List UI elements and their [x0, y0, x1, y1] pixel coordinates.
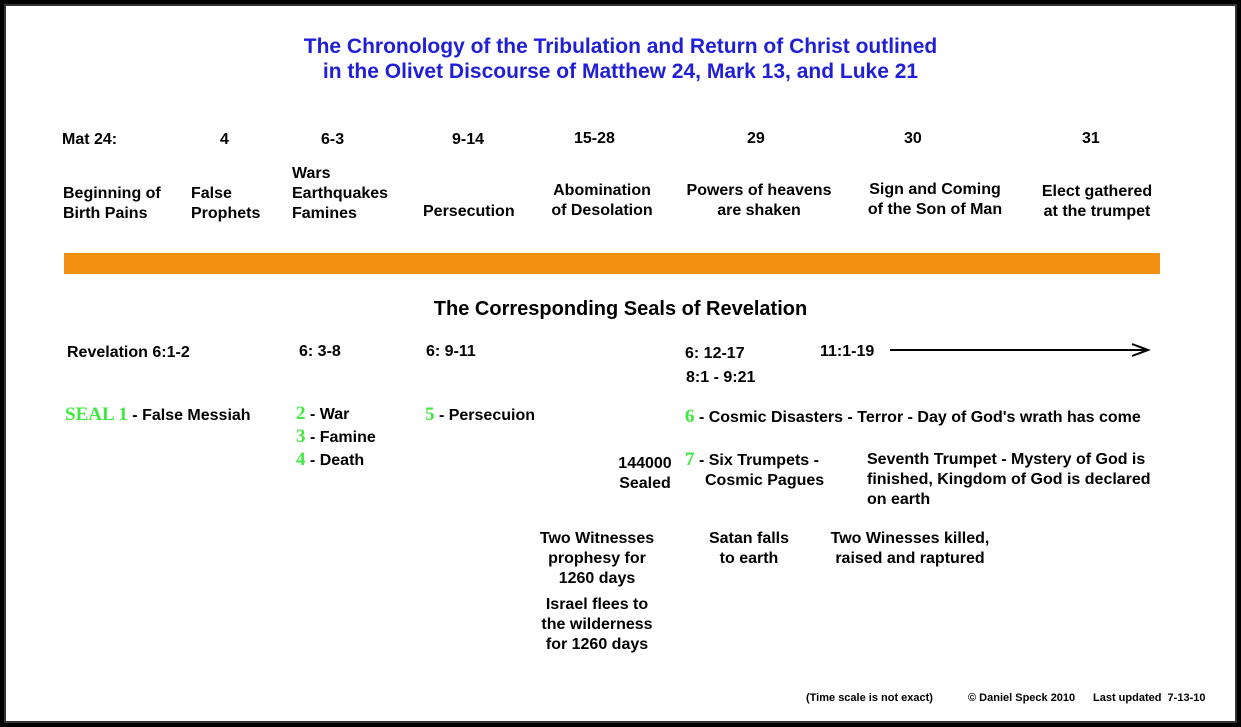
- rev-ref-4: 6: 12-17: [685, 345, 745, 362]
- note-two-witnesses: Two Witnesses prophesy for 1260 days: [539, 530, 655, 587]
- note-witnesses-killed: Two Winesses killed, raised and raptured: [830, 530, 990, 567]
- rev-ref-2: 6: 3-8: [299, 343, 341, 360]
- seal-7-text-line-1: - Six Trumpets -: [698, 452, 819, 469]
- seal-2-number: 2: [296, 403, 306, 424]
- title-line-1: The Chronology of the Tribulation and Re…: [303, 35, 938, 58]
- seal-6-text: - Cosmic Disasters - Terror - Day of God…: [698, 409, 1141, 426]
- seal-7-number: 7: [685, 449, 695, 470]
- note-seventh-trumpet: Seventh Trumpet - Mystery of God is fini…: [867, 451, 1151, 508]
- seal-4-text: - Death: [309, 452, 365, 469]
- seal-1: SEAL 1 - False Messiah: [65, 405, 251, 426]
- title-line-2: in the Olivet Discourse of Matthew 24, M…: [322, 60, 919, 83]
- mat-ref-6: 30: [904, 130, 922, 147]
- mat-ref-7: 31: [1082, 130, 1100, 147]
- seal-7: 7 - Six Trumpets - Cosmic Pagues: [685, 450, 824, 491]
- note-satan-falls: Satan falls to earth: [708, 530, 790, 567]
- rev-ref-5: 8:1 - 9:21: [686, 369, 756, 386]
- note-144000-sealed: 144000 Sealed: [618, 455, 672, 492]
- event-sign-son-of-man: Sign and Coming of the Son of Man: [867, 181, 1003, 218]
- seal-1-text: - False Messiah: [132, 407, 251, 424]
- seal-4: 4 - Death: [296, 450, 364, 471]
- rev-ref-1: Revelation 6:1-2: [67, 344, 190, 361]
- seal-3-number: 3: [296, 426, 306, 447]
- mat-ref-4: 15-28: [574, 130, 615, 147]
- event-birth-pains: Beginning of Birth Pains: [63, 185, 161, 222]
- mat-ref-2: 6-3: [321, 131, 345, 148]
- event-abomination: Abomination of Desolation: [551, 182, 653, 219]
- matthew-label: Mat 24:: [62, 131, 118, 148]
- event-wars-earthquakes-famines: Wars Earthquakes Famines: [292, 165, 389, 222]
- event-powers-shaken: Powers of heavens are shaken: [686, 182, 832, 219]
- seal-3: 3 - Famine: [296, 427, 376, 448]
- event-false-prophets: False Prophets: [191, 185, 261, 222]
- event-elect-gathered: Elect gathered at the trumpet: [1041, 183, 1153, 220]
- seal-5-text: - Persecuion: [438, 407, 535, 424]
- seal-7-text-line-2: Cosmic Pagues: [705, 472, 825, 489]
- seal-5-number: 5: [425, 404, 435, 425]
- diagram-frame: The Chronology of the Tribulation and Re…: [4, 4, 1237, 723]
- seals-heading: The Corresponding Seals of Revelation: [433, 298, 808, 320]
- mat-ref-3: 9-14: [452, 131, 485, 148]
- time-scale-note: (Time scale is not exact): [806, 692, 933, 704]
- rev-ref-3: 6: 9-11: [426, 343, 476, 360]
- seal-1-number: SEAL 1: [65, 404, 128, 425]
- timeline-bar: [64, 253, 1160, 274]
- mat-ref-5: 29: [747, 130, 765, 147]
- seal-3-text: - Famine: [309, 429, 376, 446]
- seal-6: 6 - Cosmic Disasters - Terror - Day of G…: [685, 407, 1141, 428]
- seal-5: 5 - Persecuion: [425, 405, 535, 426]
- mat-ref-1: 4: [220, 131, 229, 148]
- event-persecution: Persecution: [423, 203, 515, 220]
- copyright: © Daniel Speck 2010: [968, 692, 1076, 704]
- seal-2: 2 - War: [296, 404, 349, 425]
- seal-2-text: - War: [309, 406, 350, 423]
- arrow-right-icon: [890, 343, 1151, 357]
- seal-4-number: 4: [296, 449, 306, 470]
- seal-6-number: 6: [685, 406, 695, 427]
- rev-ref-6: 11:1-19: [820, 343, 875, 360]
- last-updated: Last updated 7-13-10: [1093, 692, 1206, 704]
- note-israel-flees: Israel flees to the wilderness for 1260 …: [541, 596, 653, 653]
